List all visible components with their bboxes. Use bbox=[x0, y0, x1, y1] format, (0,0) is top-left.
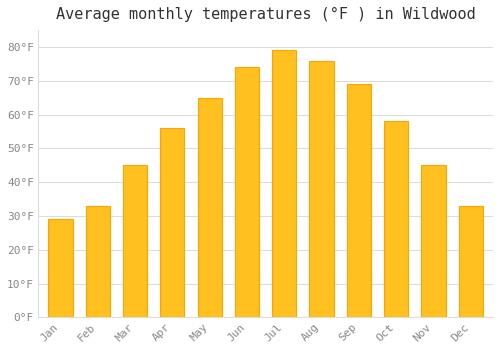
Bar bbox=[310, 61, 334, 317]
Bar bbox=[235, 67, 259, 317]
Bar bbox=[160, 128, 184, 317]
Bar bbox=[198, 98, 222, 317]
Bar bbox=[422, 165, 446, 317]
Bar bbox=[123, 165, 147, 317]
Bar bbox=[384, 121, 408, 317]
Bar bbox=[458, 206, 483, 317]
Title: Average monthly temperatures (°F ) in Wildwood: Average monthly temperatures (°F ) in Wi… bbox=[56, 7, 476, 22]
Bar bbox=[272, 50, 296, 317]
Bar bbox=[48, 219, 72, 317]
Bar bbox=[86, 206, 110, 317]
Bar bbox=[346, 84, 371, 317]
